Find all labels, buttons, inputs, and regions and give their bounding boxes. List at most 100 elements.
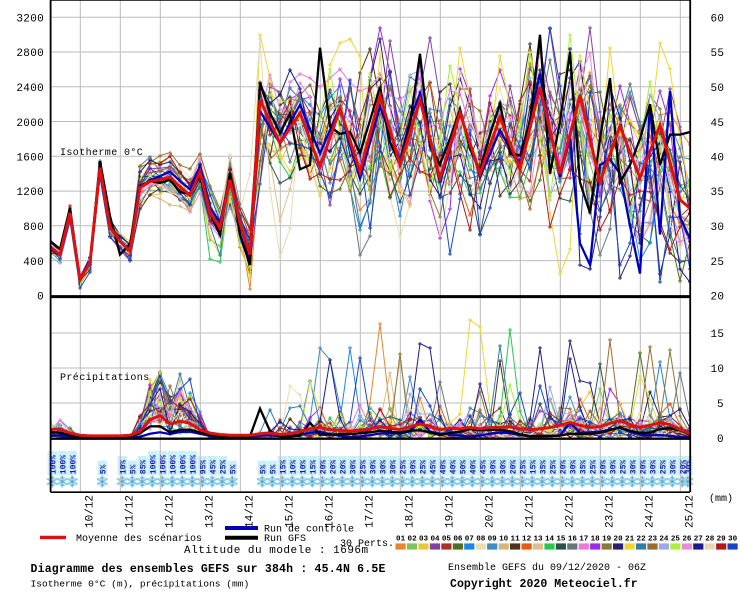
svg-text:30: 30 — [728, 536, 738, 544]
svg-text:04: 04 — [430, 536, 440, 544]
svg-text:30%: 30% — [370, 460, 379, 475]
svg-text:25%: 25% — [420, 460, 429, 475]
svg-text:5%: 5% — [230, 464, 239, 474]
svg-text:30: 30 — [711, 222, 725, 234]
svg-text:15: 15 — [556, 536, 566, 544]
svg-text:10/12: 10/12 — [85, 495, 97, 528]
svg-text:01: 01 — [396, 536, 406, 544]
svg-text:15/12: 15/12 — [285, 495, 297, 528]
svg-text:2800: 2800 — [16, 48, 44, 60]
svg-text:20%: 20% — [330, 460, 339, 475]
svg-text:0: 0 — [37, 292, 44, 304]
svg-text:15%: 15% — [530, 460, 539, 475]
svg-text:45%: 45% — [430, 460, 439, 475]
svg-text:45%: 45% — [210, 460, 219, 475]
svg-text:18/12: 18/12 — [405, 495, 417, 528]
svg-text:15%: 15% — [310, 460, 319, 475]
svg-text:5: 5 — [717, 399, 724, 411]
svg-text:100%: 100% — [60, 455, 69, 474]
svg-text:25%: 25% — [660, 460, 669, 475]
svg-text:35%: 35% — [540, 460, 549, 475]
svg-text:20%: 20% — [640, 460, 649, 475]
svg-text:08: 08 — [476, 536, 486, 544]
svg-text:100%: 100% — [150, 455, 159, 474]
svg-text:5%: 5% — [260, 464, 269, 474]
svg-text:100%: 100% — [50, 455, 59, 474]
svg-text:20%: 20% — [560, 460, 569, 475]
svg-text:Isotherme 0°C: Isotherme 0°C — [60, 147, 143, 159]
svg-text:1200: 1200 — [16, 187, 44, 199]
svg-text:11/12: 11/12 — [125, 495, 137, 528]
svg-text:10: 10 — [711, 364, 725, 376]
svg-text:5%: 5% — [100, 464, 109, 474]
svg-text:Altitude du modele : 1696m: Altitude du modele : 1696m — [184, 545, 369, 557]
svg-text:25%: 25% — [520, 460, 529, 475]
svg-text:40: 40 — [711, 153, 725, 165]
svg-text:25%: 25% — [620, 460, 629, 475]
svg-text:30%: 30% — [670, 460, 679, 475]
svg-text:2400: 2400 — [16, 83, 44, 95]
svg-text:1600: 1600 — [16, 153, 44, 165]
svg-text:100%: 100% — [170, 455, 179, 474]
svg-text:29: 29 — [717, 536, 727, 544]
svg-text:3200: 3200 — [16, 14, 44, 26]
svg-text:30%: 30% — [500, 460, 509, 475]
svg-text:Copyright 2020 Meteociel.fr: Copyright 2020 Meteociel.fr — [450, 578, 638, 591]
svg-text:Run GFS: Run GFS — [264, 534, 306, 545]
svg-text:Run de contrôle: Run de contrôle — [264, 524, 354, 536]
svg-text:100%: 100% — [180, 455, 189, 474]
svg-text:60: 60 — [711, 14, 725, 26]
svg-text:16/12: 16/12 — [325, 495, 337, 528]
svg-text:16: 16 — [568, 536, 578, 544]
svg-text:0: 0 — [717, 434, 724, 446]
svg-text:Moyenne des scénarios: Moyenne des scénarios — [76, 533, 202, 545]
svg-text:05: 05 — [442, 536, 452, 544]
svg-text:100%: 100% — [70, 455, 79, 474]
svg-text:20: 20 — [614, 536, 624, 544]
svg-text:14/12: 14/12 — [245, 495, 257, 528]
svg-text:2000: 2000 — [16, 118, 44, 130]
svg-text:06: 06 — [453, 536, 463, 544]
svg-text:10%: 10% — [120, 460, 129, 475]
svg-text:10%: 10% — [300, 460, 309, 475]
svg-text:45: 45 — [711, 118, 725, 130]
svg-text:30%: 30% — [685, 460, 694, 475]
svg-text:30%: 30% — [350, 460, 359, 475]
svg-text:23/12: 23/12 — [605, 495, 617, 528]
svg-text:55: 55 — [711, 48, 725, 60]
svg-text:20%: 20% — [320, 460, 329, 475]
svg-text:30%: 30% — [570, 460, 579, 475]
svg-text:45%: 45% — [480, 460, 489, 475]
svg-text:Isotherme 0°C (m), précipitati: Isotherme 0°C (m), précipitations (mm) — [31, 579, 250, 590]
svg-text:25/12: 25/12 — [685, 495, 697, 528]
svg-text:10%: 10% — [290, 460, 299, 475]
svg-text:95%: 95% — [200, 460, 209, 475]
svg-text:25%: 25% — [220, 460, 229, 475]
svg-text:11: 11 — [511, 536, 521, 544]
svg-text:15%: 15% — [280, 460, 289, 475]
svg-text:30%: 30% — [610, 460, 619, 475]
svg-text:03: 03 — [419, 536, 429, 544]
svg-text:17: 17 — [579, 536, 589, 544]
svg-text:20%: 20% — [510, 460, 519, 475]
svg-text:35%: 35% — [580, 460, 589, 475]
svg-text:50%: 50% — [460, 460, 469, 475]
svg-text:26: 26 — [682, 536, 692, 544]
svg-text:30%: 30% — [490, 460, 499, 475]
svg-text:800: 800 — [23, 222, 44, 234]
svg-text:22: 22 — [637, 536, 647, 544]
svg-text:25: 25 — [671, 536, 681, 544]
svg-text:85%: 85% — [140, 460, 149, 475]
svg-text:24: 24 — [659, 536, 669, 544]
svg-text:5%: 5% — [130, 464, 139, 474]
svg-text:Ensemble GEFS du 09/12/2020 -: Ensemble GEFS du 09/12/2020 - 06Z — [448, 562, 646, 574]
svg-text:17/12: 17/12 — [365, 495, 377, 528]
svg-text:35: 35 — [711, 187, 725, 199]
svg-text:30%: 30% — [390, 460, 399, 475]
svg-text:40%: 40% — [470, 460, 479, 475]
svg-text:20: 20 — [711, 292, 725, 304]
svg-text:13/12: 13/12 — [205, 495, 217, 528]
svg-text:25%: 25% — [590, 460, 599, 475]
svg-text:Diagramme des ensembles GEFS s: Diagramme des ensembles GEFS sur 384h : … — [31, 563, 386, 576]
svg-text:25%: 25% — [360, 460, 369, 475]
